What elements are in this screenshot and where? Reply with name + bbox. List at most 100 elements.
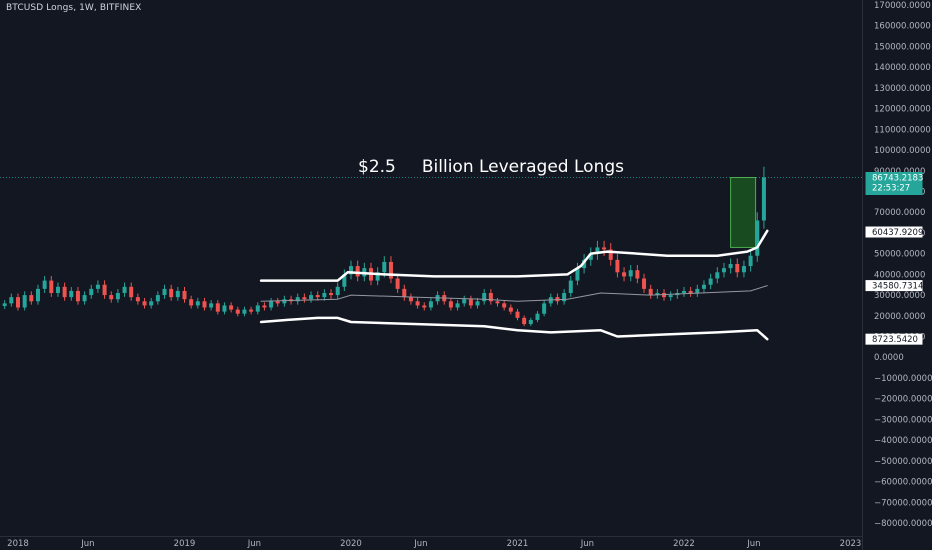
up-candle — [428, 301, 433, 308]
down-candle — [395, 278, 400, 289]
up-candle — [295, 297, 300, 302]
y-tick-label: 90000.0000 — [874, 167, 925, 177]
up-candle — [575, 268, 580, 281]
up-candle — [462, 299, 467, 304]
up-candle — [195, 301, 200, 306]
down-candle — [735, 264, 740, 273]
down-candle — [508, 307, 513, 312]
y-tick-label: −80000.0000 — [874, 519, 932, 529]
down-candle — [329, 293, 334, 296]
down-candle — [608, 249, 613, 260]
down-candle — [135, 297, 140, 302]
last-price-tag-value: 86743.2183 — [872, 174, 923, 184]
down-candle — [202, 301, 207, 308]
x-tick-label: 2022 — [673, 539, 695, 549]
down-candle — [229, 305, 234, 310]
down-candle — [422, 305, 427, 308]
x-tick-label: Jun — [80, 539, 94, 549]
down-candle — [75, 290, 80, 302]
up-candle — [375, 272, 380, 281]
down-candle — [635, 270, 640, 279]
up-candle — [9, 297, 14, 304]
down-candle — [648, 288, 653, 296]
up-candle — [701, 284, 706, 289]
lower-band-tag-value: 8723.5420 — [872, 335, 918, 345]
up-candle — [95, 284, 100, 289]
down-candle — [415, 301, 420, 306]
down-candle — [262, 305, 267, 308]
up-candle — [535, 313, 540, 320]
down-candle — [215, 303, 220, 312]
y-tick-label: 20000.0000 — [874, 312, 925, 322]
up-candle — [542, 303, 547, 314]
down-candle — [29, 295, 34, 302]
down-candle — [388, 261, 393, 279]
y-tick-label: −10000.0000 — [874, 374, 932, 384]
y-tick-label: 0.0000 — [874, 353, 904, 363]
up-candle — [155, 295, 160, 302]
x-tick-label: Jun — [580, 539, 594, 549]
down-candle — [62, 286, 67, 298]
up-candle — [588, 253, 593, 260]
up-candle — [22, 295, 27, 308]
down-candle — [16, 297, 20, 308]
up-candle — [595, 247, 600, 254]
x-tick-label: Jun — [247, 539, 261, 549]
up-candle — [82, 295, 87, 302]
y-tick-label: −20000.0000 — [874, 395, 932, 405]
y-tick-label: −60000.0000 — [874, 478, 932, 488]
up-candle — [382, 261, 387, 273]
up-candle — [482, 293, 487, 302]
symbol-label: BTCUSD Longs, 1W, BITFINEX — [6, 3, 142, 13]
down-candle — [662, 293, 667, 298]
highlight-box — [730, 177, 757, 248]
down-candle — [488, 293, 493, 302]
up-candle — [748, 255, 753, 267]
middle-band-tag — [865, 280, 923, 292]
up-candle — [89, 288, 94, 296]
y-tick-label: 40000.0000 — [874, 270, 925, 280]
up-candle — [528, 319, 533, 325]
down-candle — [448, 301, 453, 308]
annotation-amount: $2.5 — [358, 157, 396, 177]
up-candle — [162, 288, 167, 296]
up-candle — [708, 278, 713, 285]
last-price-tag — [865, 172, 923, 196]
upper-band-tag — [865, 226, 923, 238]
y-tick-label: 110000.0000 — [874, 125, 931, 135]
down-candle — [182, 290, 187, 300]
up-candle — [349, 266, 353, 275]
up-candle — [42, 280, 47, 289]
y-tick-label: 100000.0000 — [874, 146, 931, 156]
down-candle — [408, 297, 413, 302]
y-tick-label: −40000.0000 — [874, 436, 932, 446]
upper-band-tag-value: 60437.9209 — [872, 228, 923, 238]
x-tick-label: 2019 — [174, 539, 196, 549]
up-candle — [655, 293, 660, 296]
up-candle — [322, 293, 327, 298]
y-tick-label: 70000.0000 — [874, 208, 925, 218]
down-candle — [49, 280, 54, 294]
up-candle — [309, 295, 314, 300]
down-candle — [468, 299, 473, 306]
y-tick-label: −70000.0000 — [874, 498, 932, 508]
up-candle — [741, 266, 746, 273]
down-candle — [495, 301, 500, 304]
annotation-text: Billion Leveraged Longs — [421, 157, 624, 177]
down-candle — [642, 278, 647, 289]
up-candle — [682, 290, 686, 294]
x-tick-label: 2021 — [507, 539, 529, 549]
down-candle — [129, 286, 134, 298]
up-candle — [2, 303, 7, 307]
down-candle — [169, 288, 174, 298]
down-candle — [515, 311, 520, 318]
chart-annotation: $2.5 Billion Leveraged Longs — [358, 157, 624, 177]
lower-band-line — [259, 316, 769, 341]
up-candle — [222, 305, 227, 312]
basis-line — [260, 285, 768, 302]
y-tick-label: 170000.0000 — [874, 1, 931, 11]
down-candle — [275, 301, 280, 304]
down-candle — [189, 299, 194, 306]
